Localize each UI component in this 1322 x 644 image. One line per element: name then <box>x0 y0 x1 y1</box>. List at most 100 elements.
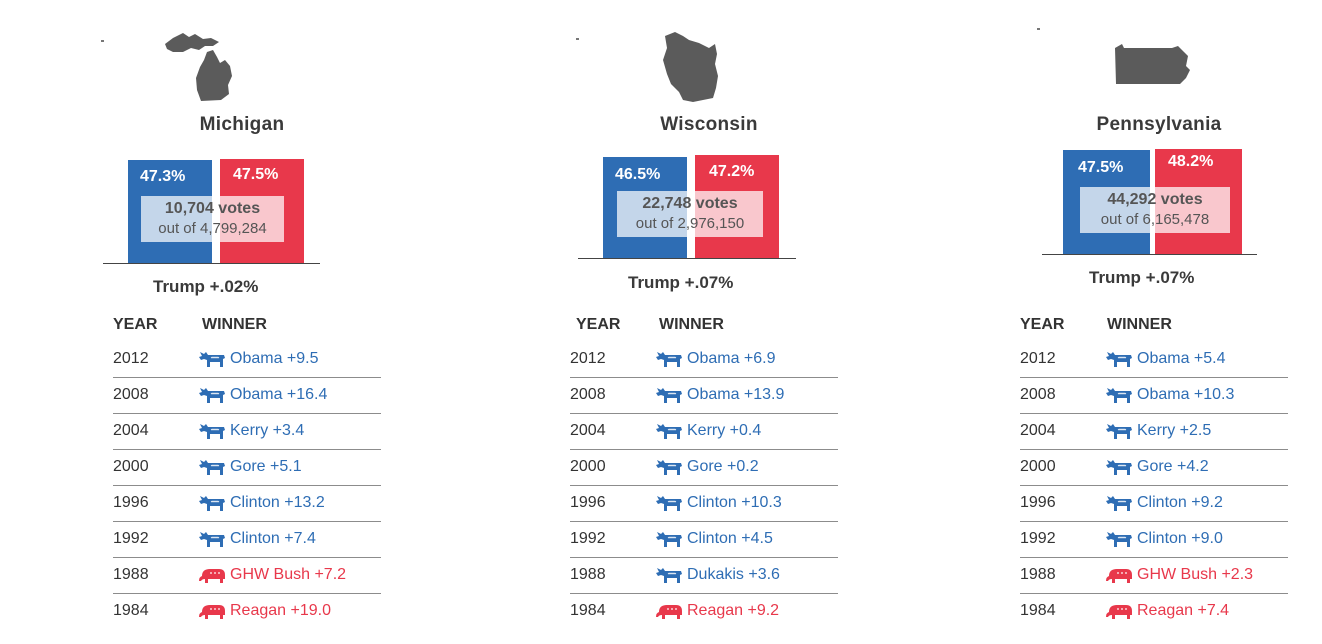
table-header: YEAR WINNER <box>1020 314 1288 342</box>
winner-cell: Dukakis +3.6 <box>687 566 780 583</box>
winner-cell: Obama +10.3 <box>1137 386 1235 403</box>
table-row: 2000 Gore +0.2 <box>570 450 838 486</box>
tick-mark <box>101 40 104 42</box>
winner-cell: Kerry +3.4 <box>230 422 305 439</box>
year-cell: 2012 <box>570 350 606 367</box>
winner-cell: Gore +5.1 <box>230 458 302 475</box>
chart-baseline <box>578 258 796 259</box>
clinton-percent-label: 47.3% <box>140 168 186 185</box>
donkey-icon <box>656 387 683 404</box>
donkey-icon <box>199 351 226 368</box>
winner-column-header: WINNER <box>659 316 724 333</box>
year-cell: 2004 <box>570 422 606 439</box>
vote-margin-count: 22,748 votes <box>617 191 763 214</box>
winner-cell: GHW Bush +7.2 <box>230 566 347 583</box>
trump-percent-label: 47.2% <box>709 163 755 180</box>
results-history-table: YEAR WINNER 2012 Obama +6.9 2008 Obama +13.… <box>570 314 838 630</box>
tick-mark <box>1037 28 1040 30</box>
donkey-icon <box>199 423 226 440</box>
year-cell: 2000 <box>1020 458 1056 475</box>
donkey-icon <box>1106 495 1133 512</box>
year-cell: 1984 <box>1020 602 1056 619</box>
table-row: 2000 Gore +5.1 <box>113 450 381 486</box>
donkey-icon <box>656 495 683 512</box>
trump-percent-label: 48.2% <box>1168 153 1214 170</box>
winner-cell: Gore +4.2 <box>1137 458 1209 475</box>
table-header: YEAR WINNER <box>570 314 838 342</box>
year-cell: 2000 <box>113 458 149 475</box>
chart-baseline <box>103 263 320 264</box>
year-cell: 2000 <box>570 458 606 475</box>
clinton-percent-label: 47.5% <box>1078 159 1124 176</box>
state-name: Pennsylvania <box>1096 114 1222 135</box>
wisconsin-map <box>663 32 718 102</box>
vote-margin-number: 22,748 <box>642 195 692 212</box>
state-name: Michigan <box>199 114 285 135</box>
year-cell: 2008 <box>570 386 606 403</box>
results-history-table: YEAR WINNER 2012 Obama +5.4 2008 Obama +10.… <box>1020 314 1288 630</box>
table-row: 1992 Clinton +7.4 <box>113 522 381 558</box>
table-row: 1988 GHW Bush +2.3 <box>1020 558 1288 594</box>
winner-cell: Clinton +7.4 <box>230 530 316 547</box>
winner-cell: Kerry +0.4 <box>687 422 762 439</box>
vote-margin-number: 10,704 <box>164 200 214 217</box>
winner-cell: Clinton +10.3 <box>687 494 782 511</box>
elephant-icon <box>1106 603 1133 620</box>
winner-cell: Obama +5.4 <box>1137 350 1226 367</box>
year-cell: 2004 <box>1020 422 1056 439</box>
trump-percent-label: 47.5% <box>233 166 279 183</box>
year-cell: 1988 <box>113 566 149 583</box>
donkey-icon <box>1106 423 1133 440</box>
winner-cell: Reagan +7.4 <box>1137 602 1230 619</box>
table-header: YEAR WINNER <box>113 314 381 342</box>
total-votes: out of 2,976,150 <box>635 215 745 232</box>
donkey-icon <box>199 531 226 548</box>
state-panel-pennsylvania: Pennsylvania 47.5% 48.2% 44,292 votes ou… <box>1014 0 1304 644</box>
winner-column-header: WINNER <box>1107 316 1172 333</box>
donkey-icon <box>1106 387 1133 404</box>
elephant-icon <box>199 567 226 584</box>
year-cell: 1996 <box>1020 494 1056 511</box>
year-cell: 1984 <box>113 602 149 619</box>
results-history-table: YEAR WINNER 2012 Obama +9.5 2008 Obama +16.… <box>113 314 381 630</box>
donkey-icon <box>199 459 226 476</box>
table-row: 1988 Dukakis +3.6 <box>570 558 838 594</box>
table-row: 2008 Obama +13.9 <box>570 378 838 414</box>
winner-cell: Obama +13.9 <box>687 386 785 403</box>
table-row: 2004 Kerry +2.5 <box>1020 414 1288 450</box>
year-cell: 1988 <box>1020 566 1056 583</box>
table-row: 1992 Clinton +9.0 <box>1020 522 1288 558</box>
winner-cell: Clinton +4.5 <box>687 530 773 547</box>
year-cell: 1992 <box>570 530 606 547</box>
year-cell: 2012 <box>1020 350 1056 367</box>
vote-margin-box: 10,704 votes out of 4,799,284 <box>141 196 284 242</box>
votes-word: votes <box>1160 191 1203 208</box>
state-panel-michigan: Michigan 47.3% 47.5% 10,704 votes out of… <box>97 0 387 644</box>
year-cell: 1996 <box>570 494 606 511</box>
year-cell: 1996 <box>113 494 149 511</box>
vote-margin-box: 22,748 votes out of 2,976,150 <box>617 191 763 237</box>
table-row: 2004 Kerry +3.4 <box>113 414 381 450</box>
winner-cell: Reagan +9.2 <box>687 602 780 619</box>
vote-margin-count: 10,704 votes <box>141 196 284 219</box>
state-panel-wisconsin: Wisconsin 46.5% 47.2% 22,748 votes out o… <box>564 0 854 644</box>
donkey-icon <box>656 423 683 440</box>
margin-label: Trump +.07% <box>628 273 734 292</box>
donkey-icon <box>656 567 683 584</box>
winner-cell: Obama +9.5 <box>230 350 319 367</box>
winner-cell: Reagan +19.0 <box>230 602 331 619</box>
donkey-icon <box>656 351 683 368</box>
year-cell: 2008 <box>113 386 149 403</box>
donkey-icon <box>1106 531 1133 548</box>
year-column-header: YEAR <box>576 316 621 333</box>
vote-margin-box: 44,292 votes out of 6,165,478 <box>1080 187 1230 233</box>
winner-cell: Kerry +2.5 <box>1137 422 1212 439</box>
year-cell: 2004 <box>113 422 149 439</box>
votes-word: votes <box>218 200 261 217</box>
year-cell: 2012 <box>113 350 149 367</box>
table-row: 1996 Clinton +9.2 <box>1020 486 1288 522</box>
table-row: 1984 Reagan +7.4 <box>1020 594 1288 630</box>
donkey-icon <box>656 531 683 548</box>
total-votes: out of 4,799,284 <box>158 220 267 237</box>
table-row: 2012 Obama +6.9 <box>570 342 838 378</box>
